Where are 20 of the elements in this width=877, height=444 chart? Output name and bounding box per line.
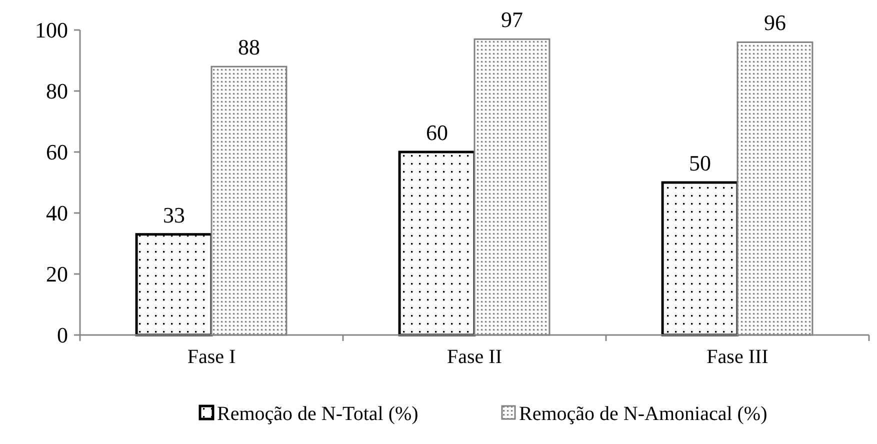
y-tick-label: 40 <box>46 200 68 226</box>
y-tick-label: 60 <box>46 140 68 165</box>
x-tick-label: Fase III <box>706 346 768 368</box>
x-tick-label: Fase I <box>187 346 236 368</box>
data-label: 88 <box>238 34 260 60</box>
legend-label: Remoção de N-Amoniacal (%) <box>519 403 768 425</box>
y-tick-label: 80 <box>46 78 68 104</box>
data-label: 33 <box>163 202 186 228</box>
y-tick-label: 20 <box>46 262 68 287</box>
bar <box>398 150 476 336</box>
bar <box>661 181 739 336</box>
data-label: 96 <box>764 10 786 36</box>
x-tick-label: Fase II <box>447 346 502 368</box>
y-tick-label: 0 <box>57 322 68 348</box>
data-label: 60 <box>426 120 448 145</box>
data-label: 97 <box>500 7 523 32</box>
y-tick-label: 100 <box>35 18 68 43</box>
bar <box>135 233 213 336</box>
legend-label: Remoção de N-Total (%) <box>217 403 418 425</box>
data-label: 50 <box>689 150 712 176</box>
